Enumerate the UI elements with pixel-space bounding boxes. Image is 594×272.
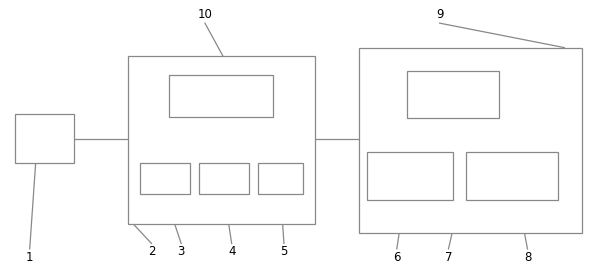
Bar [140,163,190,194]
Text: 8: 8 [524,251,531,264]
Text: 6: 6 [393,251,400,264]
Text: 4: 4 [228,245,235,258]
Text: 2: 2 [148,245,155,258]
Text: 1: 1 [26,251,33,264]
Text: 5: 5 [280,245,287,258]
Bar [407,71,499,118]
Text: 3: 3 [178,245,185,258]
Bar [466,152,558,200]
Bar [359,48,582,233]
Bar [199,163,249,194]
Bar [15,114,74,163]
Bar [128,56,315,224]
Text: 9: 9 [436,8,443,21]
Text: 7: 7 [445,251,452,264]
Bar [258,163,303,194]
Text: 10: 10 [197,8,213,21]
Bar [367,152,453,200]
Bar [169,75,273,117]
